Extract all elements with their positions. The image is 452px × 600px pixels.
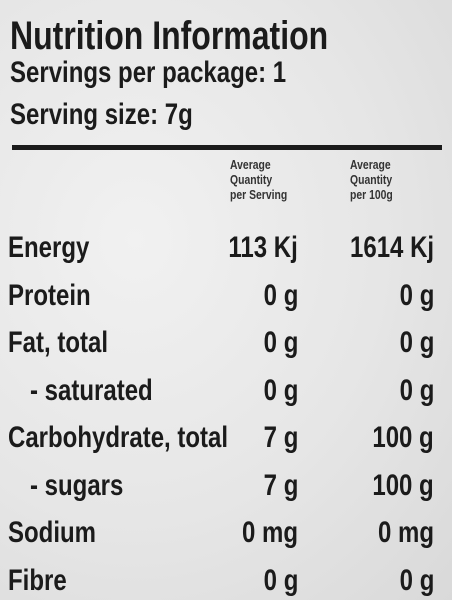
divider: [12, 145, 442, 150]
per-100g: 100 g: [372, 468, 434, 502]
per-100g: 100 g: [372, 421, 434, 454]
row-label: - sugars: [30, 468, 124, 502]
column-header-line: Quantity: [230, 171, 273, 187]
row-label: Fibre: [8, 563, 67, 597]
per-serving: 0 g: [263, 373, 298, 407]
per-100g: 0 g: [399, 563, 434, 597]
per-serving: 7 g: [263, 468, 298, 502]
title: Nutrition Information: [10, 14, 329, 58]
row-label: - saturated: [30, 373, 153, 407]
per-serving: 113 Kj: [228, 231, 298, 264]
row-label: Protein: [8, 278, 91, 312]
column-header-line: Average: [350, 157, 391, 172]
per-serving: 7 g: [263, 421, 298, 454]
per-100g: 0 g: [399, 278, 434, 312]
per-serving: 0 g: [263, 278, 298, 312]
column-header: Average Quantity per 100g: [350, 157, 393, 203]
column-header: Average Quantity per Serving: [230, 157, 288, 203]
serving-size: Serving size: 7g: [10, 98, 193, 131]
per-serving: 0 mg: [241, 516, 298, 549]
row-label: Carbohydrate, total: [8, 421, 229, 454]
column-header-line: Quantity: [350, 171, 393, 187]
column-header-line: per 100g: [350, 186, 393, 202]
per-100g: 0 g: [399, 373, 434, 407]
row-label: Sodium: [8, 516, 96, 549]
per-100g: 0 mg: [377, 516, 434, 549]
per-serving: 0 g: [263, 563, 298, 597]
per-100g: 0 g: [399, 326, 434, 359]
column-header-line: per Serving: [230, 186, 288, 202]
per-100g: 1614 Kj: [349, 231, 434, 264]
row-label: Energy: [8, 231, 90, 264]
column-header-line: Average: [230, 157, 271, 172]
servings-per-package: Servings per package: 1: [10, 56, 287, 89]
row-label: Fat, total: [8, 326, 108, 359]
per-serving: 0 g: [263, 326, 298, 359]
